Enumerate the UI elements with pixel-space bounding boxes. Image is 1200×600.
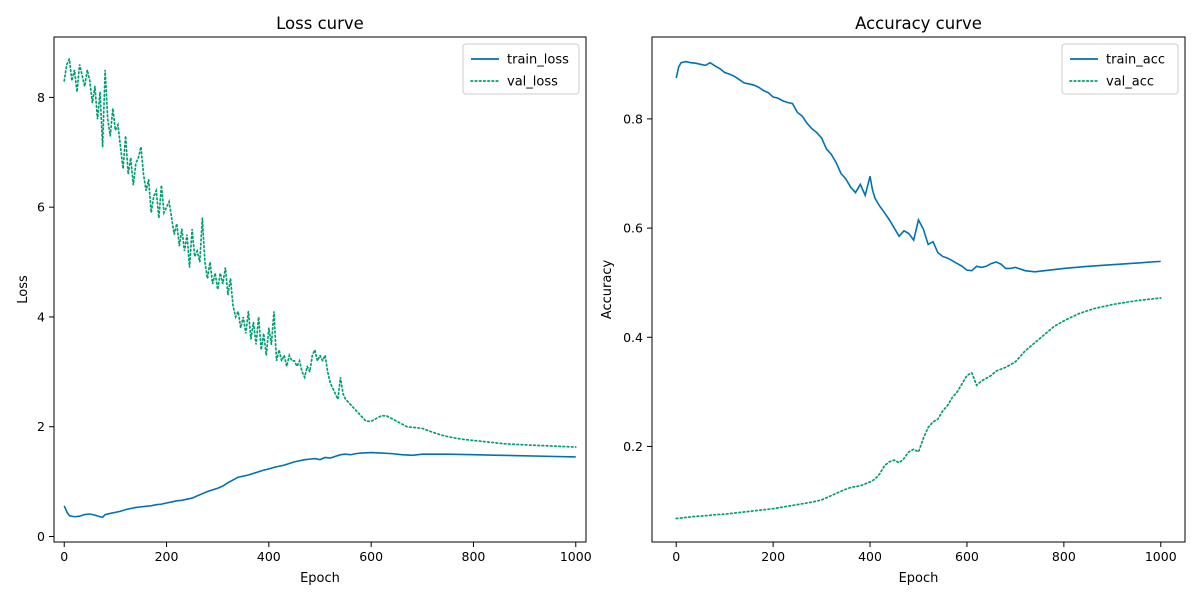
- loss-xtick-label: 800: [462, 549, 486, 564]
- accuracy-chart-title: Accuracy curve: [855, 14, 982, 33]
- loss-ytick-label: 4: [37, 309, 45, 324]
- accuracy-xtick-label: 200: [761, 549, 785, 564]
- loss-chart: Loss curve 0 200 400 600 800 1000 0 2 4 6 8 Epoch Los…: [16, 14, 592, 586]
- loss-chart-title: Loss curve: [276, 14, 364, 33]
- accuracy-xtick-label: 0: [672, 549, 680, 564]
- accuracy-ytick-label: 0.8: [623, 111, 643, 126]
- accuracy-series-train-acc: [675, 60, 1161, 273]
- loss-series-train-loss: [63, 451, 576, 519]
- loss-legend-label-train-loss: train_loss: [507, 53, 569, 68]
- accuracy-ytick-label: 0.2: [623, 439, 643, 454]
- loss-ytick-label: 0: [37, 529, 45, 544]
- loss-ytick-label: 6: [37, 200, 45, 215]
- loss-xtick-label: 0: [60, 549, 68, 564]
- accuracy-xtick-label: 1000: [1145, 549, 1177, 564]
- loss-y-axis-title: Loss: [16, 275, 31, 304]
- loss-xtick-label: 600: [359, 549, 383, 564]
- accuracy-ytick-label: 0.4: [623, 330, 643, 345]
- accuracy-xtick-label: 600: [955, 549, 979, 564]
- accuracy-xtick-label: 800: [1052, 549, 1076, 564]
- loss-xtick-label: 200: [155, 549, 179, 564]
- loss-series-val-loss: [63, 55, 577, 448]
- loss-legend-label-val-loss: val_loss: [507, 75, 558, 90]
- accuracy-y-axis-title: Accuracy: [600, 260, 615, 320]
- accuracy-legend-label-train-acc: train_acc: [1106, 53, 1165, 68]
- accuracy-series-val-acc: [675, 297, 1162, 520]
- loss-ytick-label: 2: [37, 419, 45, 434]
- accuracy-x-axis-title: Epoch: [899, 571, 939, 586]
- loss-legend: train_loss val_loss: [462, 43, 580, 95]
- loss-ytick-label: 8: [37, 90, 45, 105]
- loss-plot-frame: [53, 36, 587, 543]
- accuracy-xtick-label: 400: [858, 549, 882, 564]
- accuracy-legend: train_acc val_acc: [1061, 43, 1179, 95]
- loss-x-axis-title: Epoch: [300, 571, 340, 586]
- accuracy-legend-label-val-acc: val_acc: [1106, 75, 1154, 90]
- accuracy-plot-frame: [651, 36, 1186, 543]
- loss-xtick-label: 1000: [560, 549, 592, 564]
- accuracy-ytick-label: 0.6: [623, 221, 643, 236]
- accuracy-chart: Accuracy curve 0 200 400 600 800 1000 0.2 0.4 0.6…: [600, 14, 1186, 586]
- loss-xtick-label: 400: [257, 549, 281, 564]
